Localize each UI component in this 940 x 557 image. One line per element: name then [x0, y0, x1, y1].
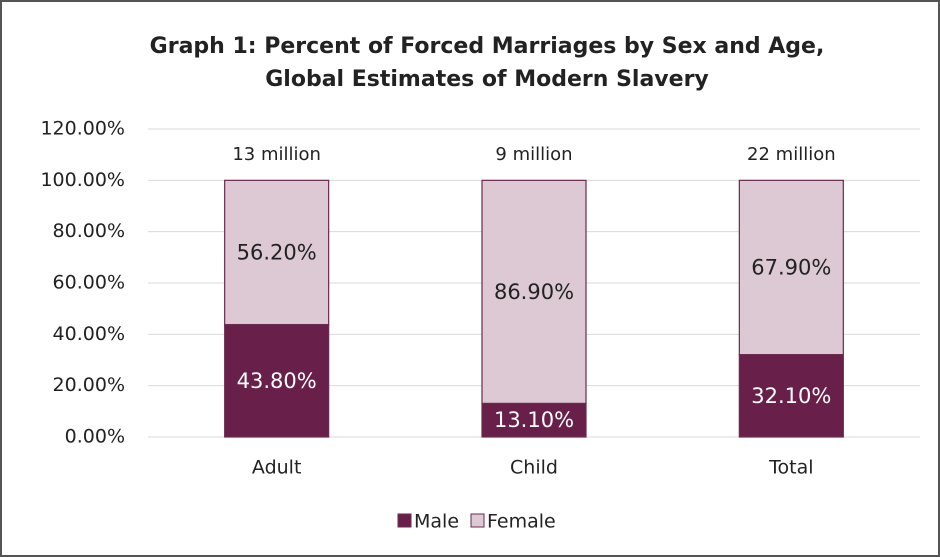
legend-swatch	[470, 513, 485, 528]
bar-segment	[738, 354, 844, 438]
y-tick-label: 100.00%	[40, 169, 125, 191]
x-tick-label: Child	[510, 457, 558, 479]
annotation: 13 million	[232, 144, 321, 165]
y-tick-label: 40.00%	[53, 323, 125, 345]
x-tick-label: Total	[768, 457, 813, 479]
data-label: 56.20%	[237, 240, 317, 264]
y-tick-label: 20.00%	[53, 374, 125, 396]
data-label: 86.90%	[494, 280, 574, 304]
chart-title: Graph 1: Percent of Forced Marriages by …	[150, 34, 825, 59]
y-tick-label: 60.00%	[53, 272, 125, 294]
bar-segment	[224, 179, 330, 326]
annotation: 22 million	[747, 144, 836, 165]
data-label: 43.80%	[237, 369, 317, 393]
annotation: 9 million	[495, 144, 572, 165]
data-label: 32.10%	[751, 384, 831, 408]
chart-title: Global Estimates of Modern Slavery	[265, 67, 709, 92]
bar-segment	[481, 179, 587, 404]
x-tick-label: Adult	[252, 457, 302, 479]
bar-segment	[738, 179, 844, 356]
y-tick-label: 80.00%	[53, 220, 125, 242]
legend-label: Female	[487, 511, 556, 533]
y-tick-label: 0.00%	[65, 426, 125, 448]
y-tick-label: 120.00%	[40, 118, 125, 140]
bar-segment	[224, 323, 330, 438]
legend-swatch	[397, 513, 412, 528]
data-label: 13.10%	[494, 408, 574, 432]
data-label: 67.90%	[751, 255, 831, 279]
bar-segment	[481, 402, 587, 438]
legend-label: Male	[414, 511, 459, 533]
